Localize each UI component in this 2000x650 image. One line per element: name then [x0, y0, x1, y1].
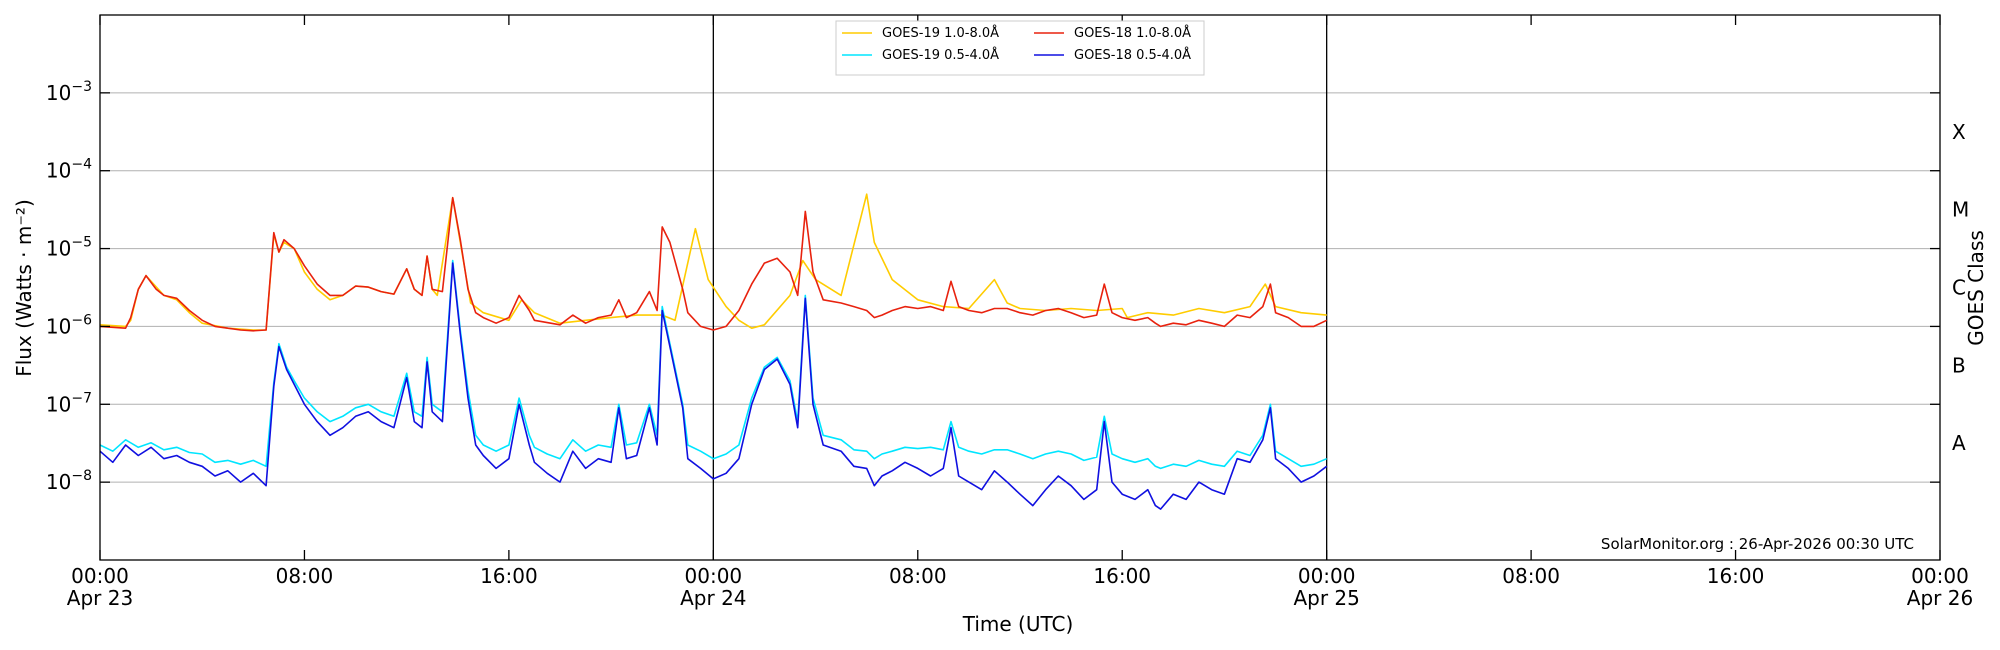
- grid-lines: [100, 92, 1940, 483]
- y-axis-label: Flux (Watts · m⁻²): [12, 199, 36, 377]
- goes-class-labels: A B C M X: [1952, 120, 1969, 455]
- goes-class-label: X: [1952, 120, 1966, 144]
- y-tick-label: 10−6: [46, 312, 92, 338]
- legend-box: [835, 20, 1205, 76]
- x-tick-time: 16:00: [1093, 564, 1151, 588]
- series-line: [99, 259, 1328, 470]
- y-tick-label: 10−7: [46, 390, 92, 416]
- x-tick-date: Apr 24: [680, 586, 746, 610]
- y-tick-label: 10−4: [46, 157, 92, 183]
- x-tick-date: Apr 25: [1293, 586, 1359, 610]
- y-tick-labels: 10−8 10−7 10−6 10−5 10−4 10−3: [46, 79, 92, 494]
- series-line: [99, 262, 1328, 510]
- x-tick-time: 00:00: [1298, 564, 1356, 588]
- legend-label: GOES-19 1.0-8.0Å: [882, 25, 999, 41]
- goes-class-label: C: [1952, 276, 1966, 300]
- goes-class-label: B: [1952, 353, 1966, 377]
- plot-frame: [99, 14, 1941, 561]
- x-tick-time: 08:00: [1502, 564, 1560, 588]
- y2-axis-label: GOES Class: [1964, 230, 1988, 346]
- x-tick-time: 08:00: [276, 564, 334, 588]
- x-axis-label: Time (UTC): [962, 612, 1074, 636]
- goes-class-label: M: [1952, 198, 1969, 222]
- x-tick-date: Apr 26: [1907, 586, 1973, 610]
- x-tick-time: 08:00: [889, 564, 947, 588]
- legend-label: GOES-19 0.5-4.0Å: [882, 47, 999, 63]
- y-tick-label: 10−8: [46, 468, 92, 494]
- y-tick-label: 10−5: [46, 235, 92, 261]
- y-tick-label: 10−3: [46, 79, 92, 105]
- timestamp-annotation: SolarMonitor.org : 26-Apr-2026 00:30 UTC: [1601, 535, 1914, 553]
- x-tick-time: 00:00: [1911, 564, 1969, 588]
- x-tick-time: 16:00: [480, 564, 538, 588]
- x-tick-time: 00:00: [71, 564, 129, 588]
- legend-label: GOES-18 0.5-4.0Å: [1074, 47, 1191, 63]
- series-lines: [99, 193, 1328, 510]
- series-line: [99, 196, 1328, 332]
- x-tick-time: 16:00: [1707, 564, 1765, 588]
- x-tick-time: 00:00: [685, 564, 743, 588]
- axis-ticks: [99, 15, 1941, 560]
- x-tick-date: Apr 23: [67, 586, 133, 610]
- goes-class-label: A: [1952, 431, 1966, 455]
- legend: GOES-19 1.0-8.0Å GOES-19 0.5-4.0Å GOES-18 …: [835, 20, 1205, 76]
- legend-label: GOES-18 1.0-8.0Å: [1074, 25, 1191, 41]
